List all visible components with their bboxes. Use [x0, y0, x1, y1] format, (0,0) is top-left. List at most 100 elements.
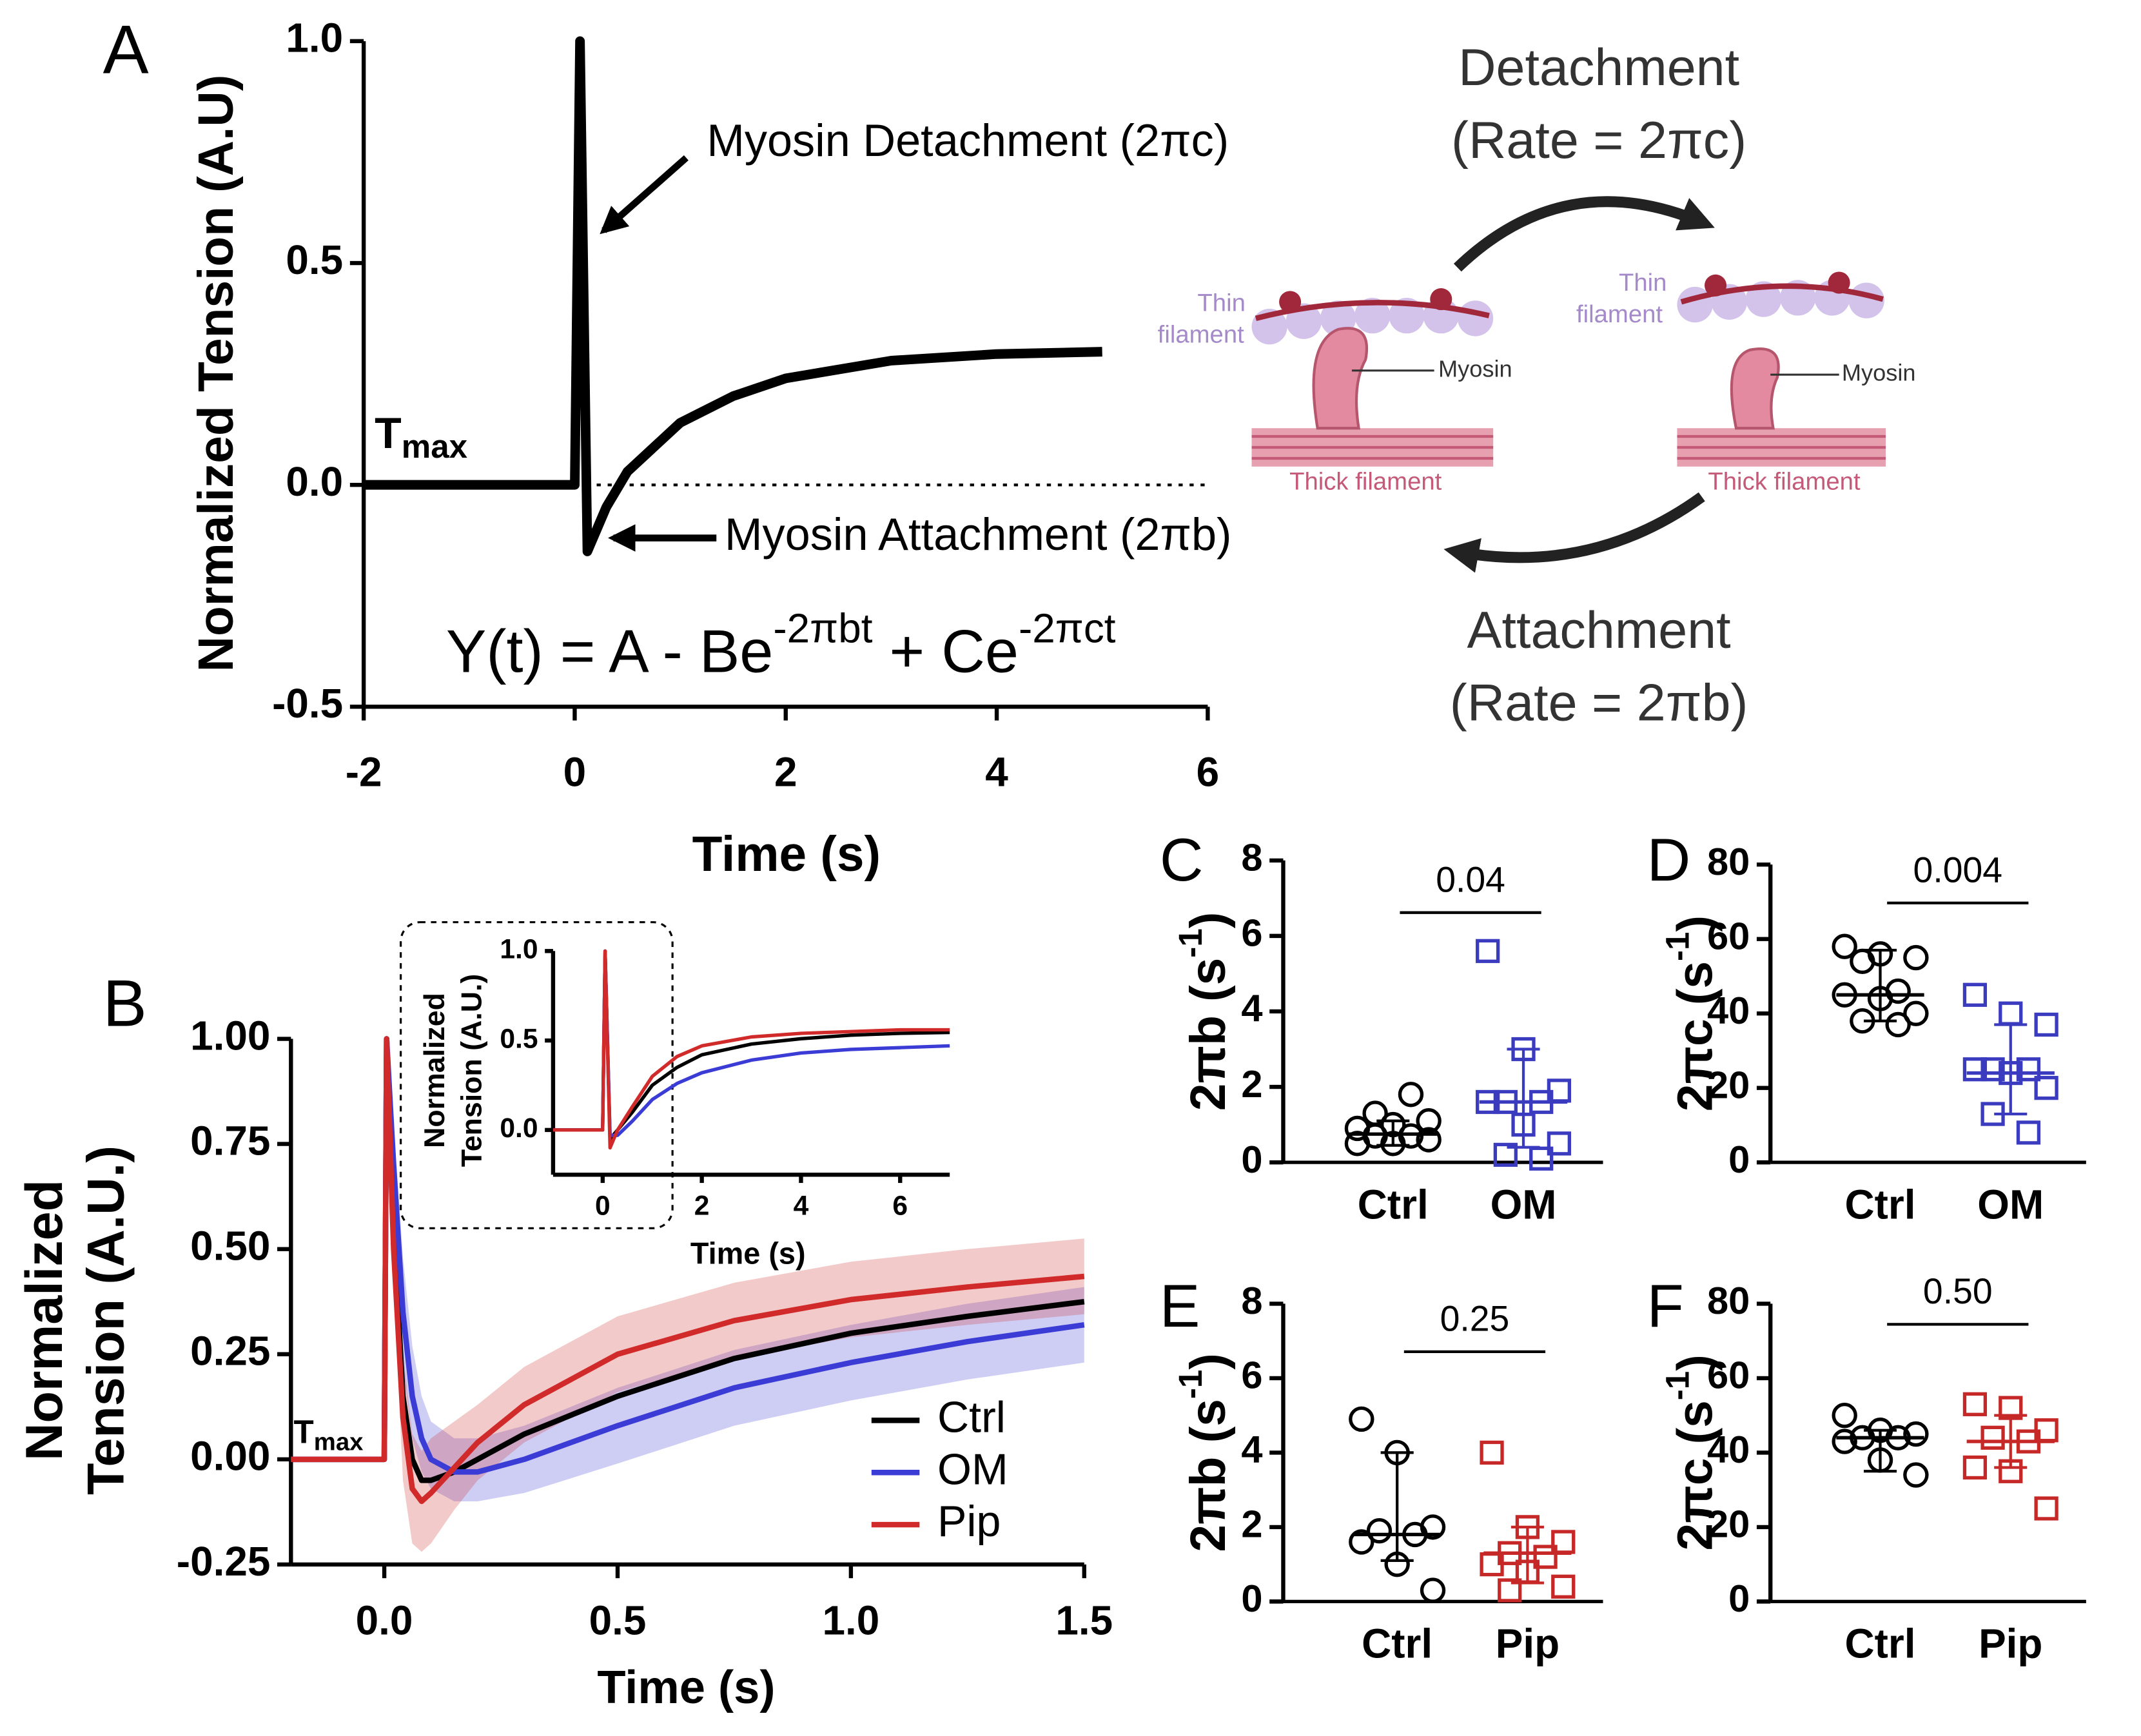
- data-point: [1349, 1406, 1374, 1432]
- y-tick-label: 0: [1728, 1577, 1750, 1620]
- diagram-label: Myosin: [1842, 360, 1916, 386]
- y-tick-label: 0.0: [286, 458, 343, 505]
- y-axis-label-end: ): [1668, 1354, 1723, 1371]
- data-point: [1962, 1057, 1988, 1082]
- y-tick-label: 0.5: [286, 237, 343, 283]
- y-tick-label: 0.5: [500, 1023, 538, 1054]
- y-tick-label: 0.00: [190, 1433, 270, 1479]
- y-tick-label: 6: [1241, 1354, 1262, 1397]
- data-point: [2016, 1120, 2041, 1145]
- data-point: [2034, 1012, 2058, 1037]
- y-tick-label: 1.00: [190, 1012, 270, 1058]
- x-tick-label: 0.0: [356, 1597, 413, 1643]
- x-tick-label: 1.5: [1055, 1597, 1113, 1643]
- y-tick-label: 20: [1707, 1063, 1750, 1106]
- legend-label: OM: [937, 1445, 1008, 1494]
- y-tick-label: 40: [1707, 1428, 1750, 1471]
- x-tick-label: 0: [563, 749, 587, 795]
- x-tick-label: 2: [774, 749, 797, 795]
- x-tick-label: 4: [985, 749, 1008, 795]
- data-point: [1498, 1578, 1522, 1603]
- x-tick-label: 6: [1197, 749, 1220, 795]
- data-point: [1476, 939, 1500, 963]
- data-point: [1420, 1577, 1446, 1603]
- x-tick-label: 6: [892, 1191, 908, 1222]
- tmax-text: T: [375, 409, 402, 458]
- annotation: Myosin Detachment (2πc): [707, 115, 1229, 166]
- x-tick-label: Ctrl: [1845, 1181, 1916, 1227]
- y-tick-label: 2: [1241, 1503, 1262, 1546]
- myosin: [1730, 347, 1780, 430]
- y-tick-label: 0: [1241, 1138, 1262, 1181]
- x-tick-label: -2: [346, 749, 382, 795]
- arrow: [1443, 492, 1705, 573]
- y-axis-label-text: 2πb (s: [1181, 1399, 1236, 1552]
- legend-label: Pip: [937, 1497, 1001, 1546]
- y-tick-label: 1.0: [286, 15, 343, 61]
- panel-label: E: [1160, 1272, 1200, 1340]
- x-tick-label: 2: [694, 1191, 710, 1222]
- data-point: [1362, 1100, 1388, 1126]
- data-point: [1533, 1545, 1558, 1569]
- diagram-label: Myosin: [1438, 355, 1512, 382]
- x-tick-label: 0.5: [589, 1597, 647, 1643]
- y-tick-label: 4: [1241, 987, 1262, 1030]
- y-axis-label-end: ): [1668, 915, 1723, 932]
- y-tick-label: 8: [1241, 1279, 1262, 1322]
- p-value: 0.25: [1440, 1299, 1510, 1339]
- tmax-sub: max: [402, 428, 468, 465]
- data-point: [1832, 933, 1857, 959]
- diagram-label: (Rate = 2πb): [1450, 674, 1748, 732]
- data-point: [1903, 944, 1929, 971]
- myosin: [1312, 327, 1369, 430]
- data-point: [1529, 1146, 1554, 1171]
- data-point: [1547, 1131, 1571, 1156]
- y-tick-label: 2: [1241, 1062, 1262, 1106]
- y-axis-label-text: 2πb (s: [1181, 958, 1236, 1111]
- data-point: [1416, 1108, 1442, 1134]
- data-point: [1903, 1462, 1929, 1488]
- inset-frame: [400, 921, 674, 1229]
- data-point: [1962, 1392, 1988, 1416]
- thick-filament: [1251, 434, 1494, 460]
- y-tick-label: 60: [1707, 914, 1750, 957]
- data-point: [1366, 1517, 1393, 1544]
- data-point: [1903, 1000, 1929, 1026]
- y-tick-label: 1.0: [500, 934, 538, 965]
- y-axis-label-sup: -1: [1659, 932, 1696, 961]
- y-axis-label-end: ): [1181, 1353, 1236, 1370]
- confidence-band: [291, 1039, 1084, 1552]
- p-value: 0.50: [1923, 1271, 1993, 1311]
- data-point: [1980, 1057, 2005, 1082]
- y-tick-label: -0.25: [177, 1538, 271, 1585]
- x-tick-label: OM: [1491, 1181, 1557, 1227]
- y-axis-label-text: 2πc (s: [1668, 1400, 1723, 1550]
- x-tick-label: 1.0: [822, 1597, 879, 1643]
- y-tick-label: 40: [1707, 989, 1750, 1032]
- annotation: Myosin Attachment (2πb): [725, 509, 1231, 560]
- y-tick-label: 4: [1241, 1428, 1262, 1471]
- p-value: 0.004: [1913, 850, 2002, 890]
- tmax-text: T: [294, 1413, 314, 1450]
- diagram-label: Detachment: [1458, 39, 1739, 97]
- data-point: [1416, 1127, 1442, 1153]
- series-line: [291, 1036, 1085, 1505]
- state: Thin filament Myosin Thick filament: [1158, 288, 1512, 495]
- y-tick-label: 0.25: [190, 1328, 270, 1374]
- panel-label: C: [1160, 826, 1204, 893]
- tension-line: [364, 36, 1102, 556]
- data-point: [1832, 1429, 1857, 1454]
- data-point: [1398, 1082, 1424, 1107]
- data-point: [2034, 1076, 2058, 1100]
- data-point: [1480, 1440, 1504, 1465]
- y-axis-label: Normalized: [419, 993, 451, 1148]
- state: Thin filament Myosin Thick filament: [1576, 269, 1916, 496]
- y-tick-label: 0: [1241, 1577, 1262, 1620]
- data-point: [1344, 1115, 1371, 1142]
- panel-label: B: [103, 966, 147, 1040]
- x-axis-label: Time (s): [597, 1661, 775, 1713]
- x-tick-label: OM: [1977, 1181, 2044, 1227]
- x-tick-label: Pip: [1496, 1620, 1559, 1666]
- cycle-diagram: Detachment (Rate = 2πc) Attachment (Rate…: [1158, 39, 1916, 732]
